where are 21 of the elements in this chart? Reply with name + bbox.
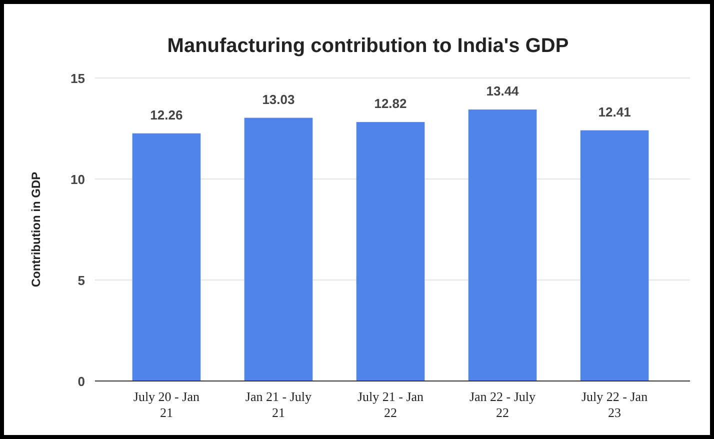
bar [132, 133, 201, 381]
y-axis-title: Contribution in GDP [29, 172, 43, 288]
data-label: 13.03 [262, 92, 295, 107]
x-tick-label: July 21 - Jan 22 [357, 389, 424, 420]
data-label: 12.26 [150, 107, 183, 122]
x-tick-label: July 22 - Jan 23 [582, 389, 648, 420]
data-label: 12.41 [598, 104, 631, 120]
bar [580, 130, 649, 381]
y-tick-label: 0 [78, 374, 85, 389]
bar [244, 118, 313, 381]
y-tick-label: 15 [70, 71, 85, 86]
chart-title: Manufacturing contribution to India's GDP [167, 35, 569, 57]
x-tick-label: Jan 22 - July 22 [469, 389, 536, 420]
data-label: 12.82 [374, 96, 407, 112]
y-tick-label: 10 [70, 172, 85, 187]
y-tick-label: 5 [78, 273, 85, 288]
data-label: 13.44 [486, 84, 520, 99]
x-tick-label: July 20 - Jan 21 [133, 389, 200, 420]
x-tick-label: Jan 21 - July 21 [245, 389, 312, 420]
bar [468, 110, 537, 381]
bar [356, 122, 425, 381]
